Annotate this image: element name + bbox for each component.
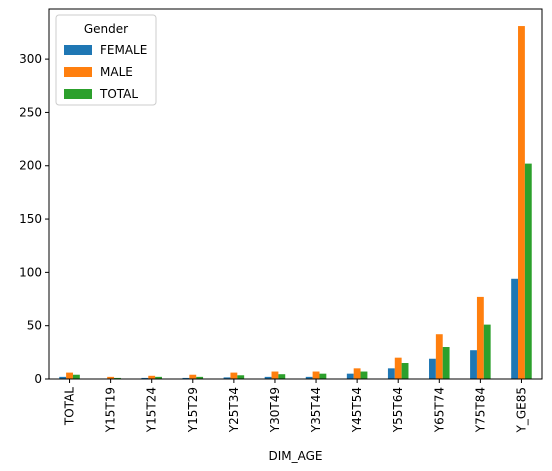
bar-male-y75t84 xyxy=(476,296,484,379)
bar-male-y_ge85 xyxy=(518,26,525,380)
x-axis-label: DIM_AGE xyxy=(268,449,322,463)
bar-male-y30t49 xyxy=(271,371,279,379)
bar-female-y55t64 xyxy=(387,368,395,379)
bars-layer xyxy=(59,26,532,380)
y-tick-label: 0 xyxy=(34,372,42,386)
bar-total-y_ge85 xyxy=(524,163,532,379)
plot-frame xyxy=(48,8,543,380)
bar-total-y75t84 xyxy=(483,324,491,379)
legend-label-female: FEMALE xyxy=(100,43,147,57)
bar-total-y30t49 xyxy=(278,374,286,379)
bar-total-y35t44 xyxy=(319,373,327,379)
legend-swatch-total xyxy=(64,89,92,99)
x-tick-label: Y_GE85 xyxy=(514,387,528,433)
x-tick-label: Y15T19 xyxy=(104,387,118,433)
x-tick-label: Y65T74 xyxy=(432,387,446,433)
x-tick-label: Y30T49 xyxy=(268,387,282,433)
bar-female-y25t34 xyxy=(223,377,231,379)
x-tick-label: Y75T84 xyxy=(473,387,487,433)
bar-total-y55t64 xyxy=(401,363,409,379)
legend-box xyxy=(55,14,157,106)
bar-female-y75t84 xyxy=(470,350,477,379)
x-tick-label: Y15T24 xyxy=(145,387,159,433)
bar-male-y55t64 xyxy=(394,357,402,379)
bar-female-y15t29 xyxy=(182,377,190,379)
x-tick-label: Y15T29 xyxy=(186,387,200,433)
bar-male-y25t34 xyxy=(230,372,238,379)
bar-total-y25t34 xyxy=(237,375,245,379)
y-tick-label: 200 xyxy=(19,159,42,173)
legend-label-male: MALE xyxy=(100,65,133,79)
y-tick-label: 150 xyxy=(19,212,42,226)
bar-total-y15t19 xyxy=(114,377,121,379)
legend-entries: FEMALE MALE TOTAL xyxy=(64,43,147,101)
bar-female-y45t54 xyxy=(346,373,354,379)
bar-male-y15t19 xyxy=(107,376,115,379)
y-tick-label: 100 xyxy=(19,265,42,279)
bar-male-y15t24 xyxy=(148,375,156,379)
x-tick-label: Y45T54 xyxy=(350,387,364,433)
bar-female-y_ge85 xyxy=(511,278,519,379)
y-tick-label: 50 xyxy=(27,319,42,333)
y-tick-label: 250 xyxy=(19,105,42,119)
x-tick-label: Y25T34 xyxy=(227,387,241,433)
x-tick-label: TOTAL xyxy=(63,387,77,426)
legend-title: Gender xyxy=(84,22,128,36)
bar-male-y65t74 xyxy=(435,334,443,379)
bar-male-y15t29 xyxy=(189,374,197,379)
bar-total-y45t54 xyxy=(360,371,368,379)
legend: Gender FEMALE MALE TOTAL xyxy=(55,14,157,106)
x-tick-label: Y35T44 xyxy=(309,387,323,433)
bar-total-y15t29 xyxy=(196,376,204,379)
y-axis: 0 50 100 150 200 250 300 xyxy=(19,52,49,386)
x-tick-label: Y55T64 xyxy=(391,387,405,433)
bar-female-total xyxy=(59,376,67,379)
bar-female-y30t49 xyxy=(264,376,272,379)
y-tick-label: 300 xyxy=(19,52,42,66)
bar-female-y15t24 xyxy=(141,377,149,379)
bar-male-total xyxy=(66,372,73,379)
bar-total-y15t24 xyxy=(155,376,162,379)
bar-female-y65t74 xyxy=(429,358,436,379)
legend-swatch-male xyxy=(64,67,92,77)
bar-total-total xyxy=(72,374,80,379)
bar-male-y45t54 xyxy=(353,368,361,379)
legend-swatch-female xyxy=(64,45,92,55)
x-axis: TOTAL Y15T19 Y15T24 Y15T29 Y25T34 Y30T49 Y35T4… xyxy=(63,379,528,433)
bar-total-y65t74 xyxy=(442,347,450,379)
bar-female-y35t44 xyxy=(305,376,313,379)
legend-label-total: TOTAL xyxy=(99,87,138,101)
bar-male-y35t44 xyxy=(312,371,320,379)
